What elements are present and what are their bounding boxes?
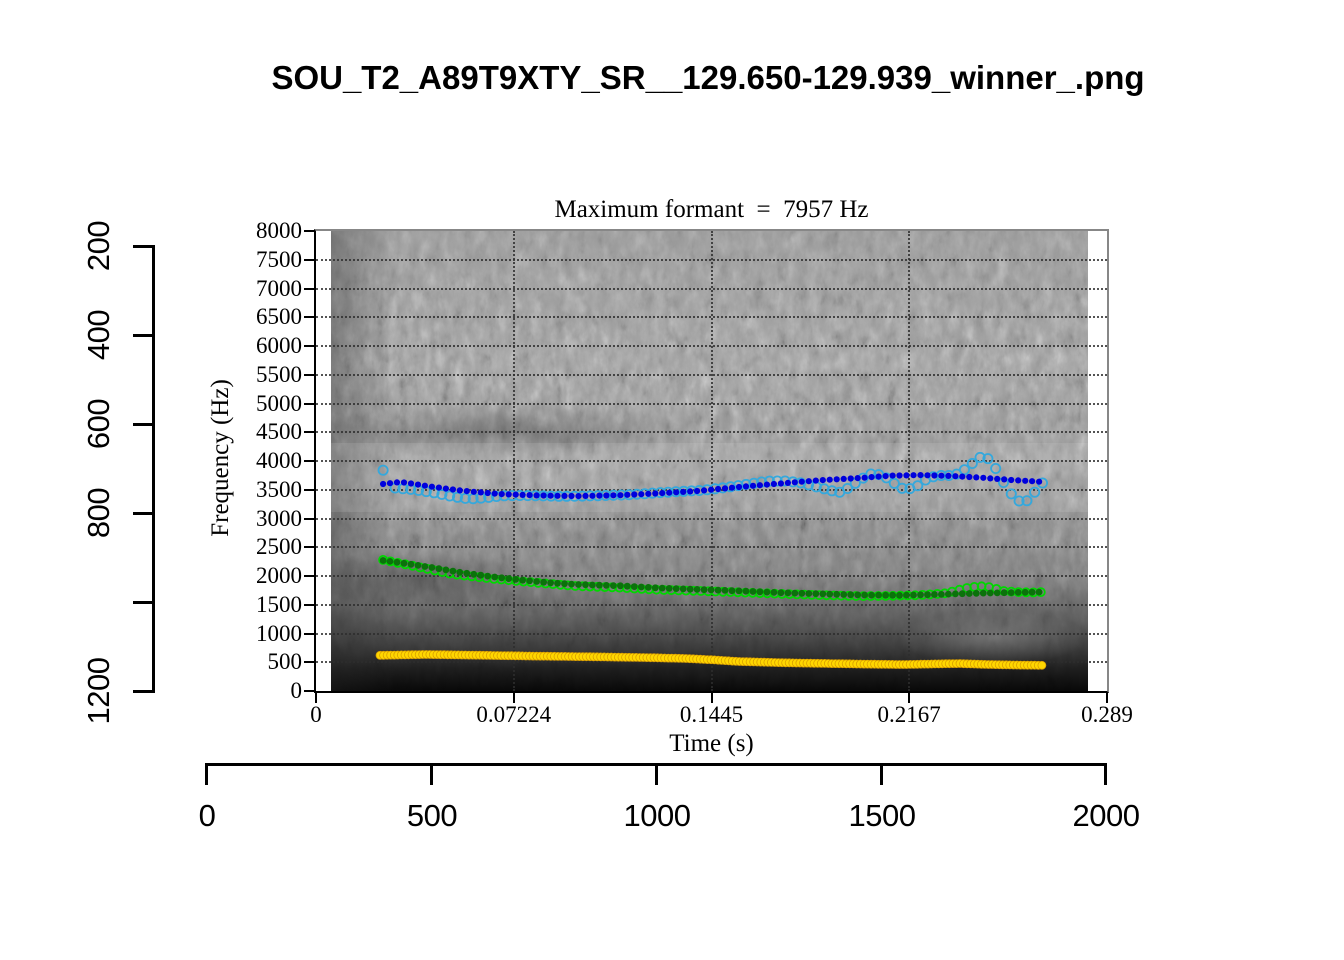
x-tick-label: 0.1445 <box>679 702 744 727</box>
y-axis-label: Frequency (Hz) <box>207 379 234 537</box>
plot-box <box>314 229 1109 693</box>
y-tick-label: 2000 <box>256 563 302 588</box>
y-tick <box>304 690 314 692</box>
x-tick-label: 0.2167 <box>877 702 941 727</box>
y-tick-label: 4500 <box>256 419 302 445</box>
y-tick <box>304 373 314 376</box>
y-tick-label: 6000 <box>256 333 302 358</box>
outer-left-axis-line <box>152 245 155 693</box>
v-gridline <box>710 231 713 691</box>
y-tick <box>304 488 314 491</box>
figure-title: SOU_T2_A89T9XTY_SR__129.650-129.939_winn… <box>271 59 1145 96</box>
y-tick-label: 7500 <box>256 246 302 272</box>
y-tick-label: 3000 <box>256 505 302 531</box>
y-tick-label: 1000 <box>256 620 302 646</box>
y-tick-label: 5000 <box>256 390 302 416</box>
y-tick-label: 0 <box>290 678 303 703</box>
y-tick <box>304 517 314 520</box>
outer-left-tick <box>133 245 155 248</box>
y-tick <box>304 575 314 577</box>
outer-left-tick <box>133 423 155 426</box>
x-tick <box>315 693 317 703</box>
y-tick <box>304 230 314 232</box>
y-tick-label: 6500 <box>256 304 302 330</box>
outer-left-tick <box>133 690 155 693</box>
outer-bottom-tick-label: 2000 <box>1072 798 1140 833</box>
outer-left-tick <box>133 334 155 337</box>
outer-bottom-tick <box>205 763 208 785</box>
y-tick-label: 7000 <box>256 275 302 301</box>
y-tick-label: 8000 <box>256 218 302 243</box>
x-axis-label: Time (s) <box>669 730 754 757</box>
y-tick-label: 1500 <box>256 591 302 617</box>
y-tick <box>304 345 314 347</box>
outer-left-tick-label: 600 <box>80 398 116 450</box>
y-tick-label: 5500 <box>256 361 302 387</box>
x-tick <box>512 693 515 703</box>
y-tick <box>304 402 314 405</box>
x-tick-label: 0.07224 <box>476 702 552 727</box>
x-tick <box>908 693 911 703</box>
outer-bottom-tick <box>430 763 433 785</box>
y-tick-label: 500 <box>267 649 303 675</box>
outer-left-tick-label: 1200 <box>80 657 116 725</box>
y-tick <box>304 316 314 319</box>
y-tick <box>304 546 314 549</box>
y-tick <box>304 460 314 462</box>
y-tick-label: 2500 <box>256 534 302 560</box>
v-gridline <box>908 231 911 691</box>
y-tick <box>304 603 314 606</box>
outer-left-tick-label: 400 <box>80 309 116 361</box>
outer-left-tick <box>133 512 155 515</box>
outer-left-tick <box>133 601 155 604</box>
outer-bottom-tick-label: 1000 <box>623 798 691 833</box>
y-tick <box>304 258 314 261</box>
x-tick <box>710 693 713 703</box>
outer-bottom-tick <box>880 763 883 785</box>
y-tick-label: 4000 <box>256 448 302 473</box>
outer-left-tick-label: 800 <box>80 487 116 539</box>
outer-bottom-tick <box>655 763 658 785</box>
outer-bottom-tick-label: 0 <box>198 798 216 833</box>
outer-left-tick-label: 200 <box>80 220 116 272</box>
x-tick-label: 0.289 <box>1081 702 1133 727</box>
x-tick-label: 0 <box>310 702 322 727</box>
x-tick <box>1106 693 1108 703</box>
outer-bottom-tick-label: 1500 <box>848 798 916 833</box>
outer-bottom-tick <box>1104 763 1107 785</box>
y-tick <box>304 287 314 290</box>
plot-subtitle: Maximum formant = 7957 Hz <box>554 196 869 223</box>
outer-bottom-tick-label: 500 <box>406 798 458 833</box>
y-tick <box>304 632 314 635</box>
v-gridline <box>512 231 515 691</box>
y-tick <box>304 661 314 664</box>
y-tick-label: 3500 <box>256 476 302 502</box>
y-tick <box>304 431 314 434</box>
